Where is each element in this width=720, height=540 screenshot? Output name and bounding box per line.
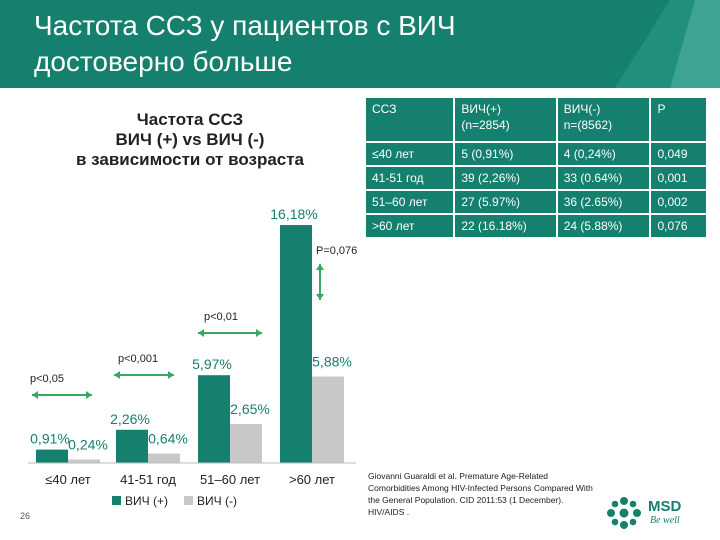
chart-title: Частота ССЗ ВИЧ (+) vs ВИЧ (-) в зависим… — [75, 110, 305, 169]
msd-logo-icon — [607, 497, 641, 529]
legend-label: ВИЧ (-) — [197, 494, 237, 508]
table-cell: 27 (5.97%) — [453, 190, 557, 215]
table-cell: 0,002 — [649, 190, 706, 215]
arrow-head — [256, 329, 262, 337]
legend-label: ВИЧ (+) — [125, 494, 168, 508]
table-cell: 4 (0,24%) — [555, 142, 651, 167]
arrow-head — [86, 391, 92, 399]
table-cell: >60 лет — [366, 214, 455, 239]
bar-value-label: 5,88% — [312, 354, 352, 370]
bar-value-label: 0,64% — [148, 431, 188, 447]
table-cell: 24 (5.88%) — [555, 214, 651, 239]
slide-header: Частота ССЗ у пациентов с ВИЧ достоверно… — [0, 0, 720, 88]
table-header-cell: ВИЧ(+) (n=2854) — [453, 98, 557, 143]
x-tick-label: >60 лет — [289, 472, 335, 487]
table-row: 51–60 лет 27 (5.97%) 36 (2.65%) 0,002 — [366, 190, 706, 215]
table-cell: 39 (2,26%) — [453, 166, 557, 191]
table-row: >60 лет 22 (16.18%) 24 (5.88%) 0,076 — [366, 214, 706, 239]
table-cell: ≤40 лет — [366, 142, 455, 167]
bar-hiv-negative — [148, 453, 180, 463]
table-cell: 5 (0,91%) — [453, 142, 557, 167]
bar-value-label: 2,26% — [110, 411, 150, 427]
bar-hiv-negative — [68, 459, 100, 463]
slide-title: Частота ССЗ у пациентов с ВИЧ достоверно… — [34, 10, 456, 77]
bar-value-label: 0,24% — [68, 436, 108, 452]
x-tick-label: 51–60 лет — [200, 472, 260, 487]
bar-hiv-positive — [198, 375, 230, 463]
table-cell: 33 (0.64%) — [555, 166, 651, 191]
header-decoration — [615, 0, 720, 88]
table-row: 41-51 год 39 (2,26%) 33 (0.64%) 0,001 — [366, 166, 706, 191]
arrow-head — [198, 329, 204, 337]
bar-value-label: 2,65% — [230, 401, 270, 417]
msd-logo: MSD Be well — [606, 496, 710, 530]
legend-swatch — [184, 496, 193, 505]
x-tick-label: ≤40 лет — [45, 472, 91, 487]
table-header-row: ССЗ ВИЧ(+) (n=2854) ВИЧ(-) n=(8562) P — [366, 98, 706, 143]
significance-label: p<0,05 — [30, 373, 64, 385]
table-header-cell: P — [649, 98, 706, 143]
arrow-head — [316, 294, 324, 300]
table-cell: 0,001 — [649, 166, 706, 191]
significance-label: P=0,076 — [316, 245, 357, 257]
table-header-cell: ВИЧ(-) n=(8562) — [555, 98, 651, 143]
bar-hiv-positive — [36, 449, 68, 463]
table-header-cell: ССЗ — [366, 98, 455, 143]
table-row: ≤40 лет 5 (0,91%) 4 (0,24%) 0,049 — [366, 142, 706, 167]
significance-label: p<0,001 — [118, 353, 158, 365]
significance-label: p<0,01 — [204, 311, 238, 323]
arrow-head — [114, 371, 120, 379]
bar-hiv-positive — [116, 429, 148, 463]
bar-hiv-positive — [280, 225, 312, 463]
table-cell: 41-51 год — [366, 166, 455, 191]
logo-name: MSD — [648, 498, 682, 515]
legend-swatch — [112, 496, 121, 505]
bar-value-label: 5,97% — [192, 356, 232, 372]
page-number: 26 — [20, 511, 31, 521]
table-cell: 22 (16.18%) — [453, 214, 557, 239]
logo-tagline: Be well — [650, 515, 680, 526]
table-cell: 0,076 — [649, 214, 706, 239]
statistics-table: ССЗ ВИЧ(+) (n=2854) ВИЧ(-) n=(8562) P ≤40 л… — [366, 98, 706, 239]
table-cell: 36 (2.65%) — [555, 190, 651, 215]
arrow-head — [316, 264, 324, 270]
arrow-head — [168, 371, 174, 379]
bar-hiv-negative — [312, 376, 344, 463]
bar-hiv-negative — [230, 424, 262, 463]
table-cell: 51–60 лет — [366, 190, 455, 215]
bar-value-label: 0,91% — [30, 431, 70, 447]
citation: Giovanni Guaraldi et al. Premature Age-R… — [368, 471, 593, 517]
bar-value-label: 16,18% — [270, 206, 317, 222]
arrow-head — [32, 391, 38, 399]
x-tick-label: 41-51 год — [120, 472, 176, 487]
table-cell: 0,049 — [649, 142, 706, 167]
